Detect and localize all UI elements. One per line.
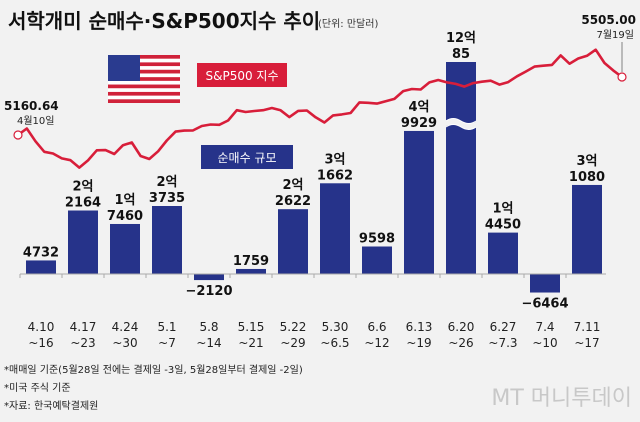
bar-value-label-eok: 3억: [576, 154, 597, 169]
x-tick-label: 5.22: [280, 320, 307, 334]
bar-value-label-eok: 1억: [492, 202, 513, 217]
flag-stripe: [108, 77, 180, 81]
x-tick-label: 5.1: [157, 320, 176, 334]
flag-stripe: [108, 55, 180, 59]
x-tick-label: ~7: [158, 336, 176, 350]
bar-value-label-eok: 3억: [324, 152, 345, 167]
x-tick-label: 4.24: [112, 320, 139, 334]
bar: [68, 210, 98, 274]
x-tick-label: ~17: [574, 336, 599, 350]
x-tick-label: 6.13: [406, 320, 433, 334]
bar-value-label: −2120: [185, 284, 232, 299]
x-tick-label: 6.6: [367, 320, 386, 334]
flag-stripe: [108, 69, 180, 74]
bar: [152, 206, 182, 274]
bar-value-label: 9598: [359, 232, 395, 247]
bar: [362, 246, 392, 274]
footnote-3: *자료: 한국예탁결제원: [4, 400, 98, 412]
end-value-label: 5505.00: [581, 13, 636, 27]
bar-value-label: 4450: [485, 218, 521, 233]
bar-value-label-eok: 2억: [72, 180, 93, 195]
us-flag-icon: [108, 55, 180, 103]
bar-value-label-eok: 12억: [446, 31, 476, 46]
bar: [446, 62, 476, 274]
bar-value-label: 4732: [23, 245, 59, 260]
x-tick-label: 4.10: [28, 320, 55, 334]
x-tick-label: 7.4: [535, 320, 554, 334]
x-tick-label: ~26: [448, 336, 473, 350]
x-tick-label: 5.15: [238, 320, 265, 334]
x-tick-label: 5.8: [199, 320, 218, 334]
watermark-logo: MT 머니투데이: [491, 386, 632, 411]
bar-value-label: 1759: [233, 254, 269, 269]
axis-break: [445, 118, 477, 130]
x-tick-label: ~21: [238, 336, 263, 350]
bar-value-label-eok: 2억: [156, 175, 177, 190]
legend-sp500-label: S&P500 지수: [205, 69, 278, 83]
start-value-label: 5160.64: [4, 99, 59, 113]
legend-net-buy-label: 순매수 규모: [217, 151, 276, 165]
footnote-2: *미국 주식 기준: [4, 382, 71, 394]
end-date-label: 7월19일: [597, 29, 635, 41]
legend-net-buy: 순매수 규모: [201, 145, 293, 169]
bar: [110, 223, 140, 274]
x-tick-label: 6.27: [490, 320, 517, 334]
bar-value-label: 1080: [569, 170, 605, 185]
chart-title: 서학개미 순매수·S&P500지수 추이: [8, 9, 320, 33]
flag-stripe: [108, 99, 180, 103]
x-tick-label: ~30: [112, 336, 137, 350]
x-tick-label: ~10: [532, 336, 557, 350]
x-tick-label: ~12: [364, 336, 389, 350]
bar: [194, 274, 224, 281]
bar-value-label: 85: [452, 47, 470, 62]
x-tick-label: ~14: [196, 336, 221, 350]
bar-value-label: 3735: [149, 191, 185, 206]
sp500-start-marker: [13, 130, 23, 140]
bar-value-label-eok: 4억: [408, 100, 429, 115]
flag-stripe: [108, 62, 180, 67]
start-date-label: 4월10일: [17, 115, 55, 127]
bar: [572, 184, 602, 274]
x-tick-label: ~23: [70, 336, 95, 350]
footnote-1: *매매일 기준(5월28일 전에는 결제일 -3일, 5월28일부터 결제일 -…: [4, 364, 303, 376]
x-tick-label: ~19: [406, 336, 431, 350]
legend-sp500: S&P500 지수: [197, 63, 287, 87]
bar-value-label: 1662: [317, 168, 353, 183]
flag-stripe: [108, 91, 180, 96]
bar-value-label: 2164: [65, 196, 101, 211]
x-tick-label: 4.17: [70, 320, 97, 334]
bar: [488, 232, 518, 274]
bar-value-label-eok: 2억: [282, 178, 303, 193]
bar: [530, 274, 560, 293]
sp500-line: [17, 48, 623, 169]
bar-value-label: 9929: [401, 116, 437, 131]
x-tick-label: ~7.3: [488, 336, 517, 350]
x-tick-label: ~6.5: [320, 336, 349, 350]
bar-value-label: 2622: [275, 194, 311, 209]
bar-value-label-eok: 1억: [114, 193, 135, 208]
flag-stripe: [108, 84, 180, 89]
unit-label: (단위: 만달러): [318, 17, 378, 30]
x-tick-label: 7.11: [574, 320, 601, 334]
x-tick-label: 5.30: [322, 320, 349, 334]
sp500-end-marker: [617, 72, 627, 82]
axis-break-line: [445, 118, 477, 130]
bar: [278, 209, 308, 274]
x-tick-label: 6.20: [448, 320, 475, 334]
x-tick-label: ~29: [280, 336, 305, 350]
bar: [26, 260, 56, 274]
x-tick-label: ~16: [28, 336, 53, 350]
bar-value-label: −6464: [521, 297, 568, 312]
bar: [404, 130, 434, 274]
bar-value-label: 7460: [107, 209, 143, 224]
bar: [320, 183, 350, 274]
bar: [236, 268, 266, 274]
